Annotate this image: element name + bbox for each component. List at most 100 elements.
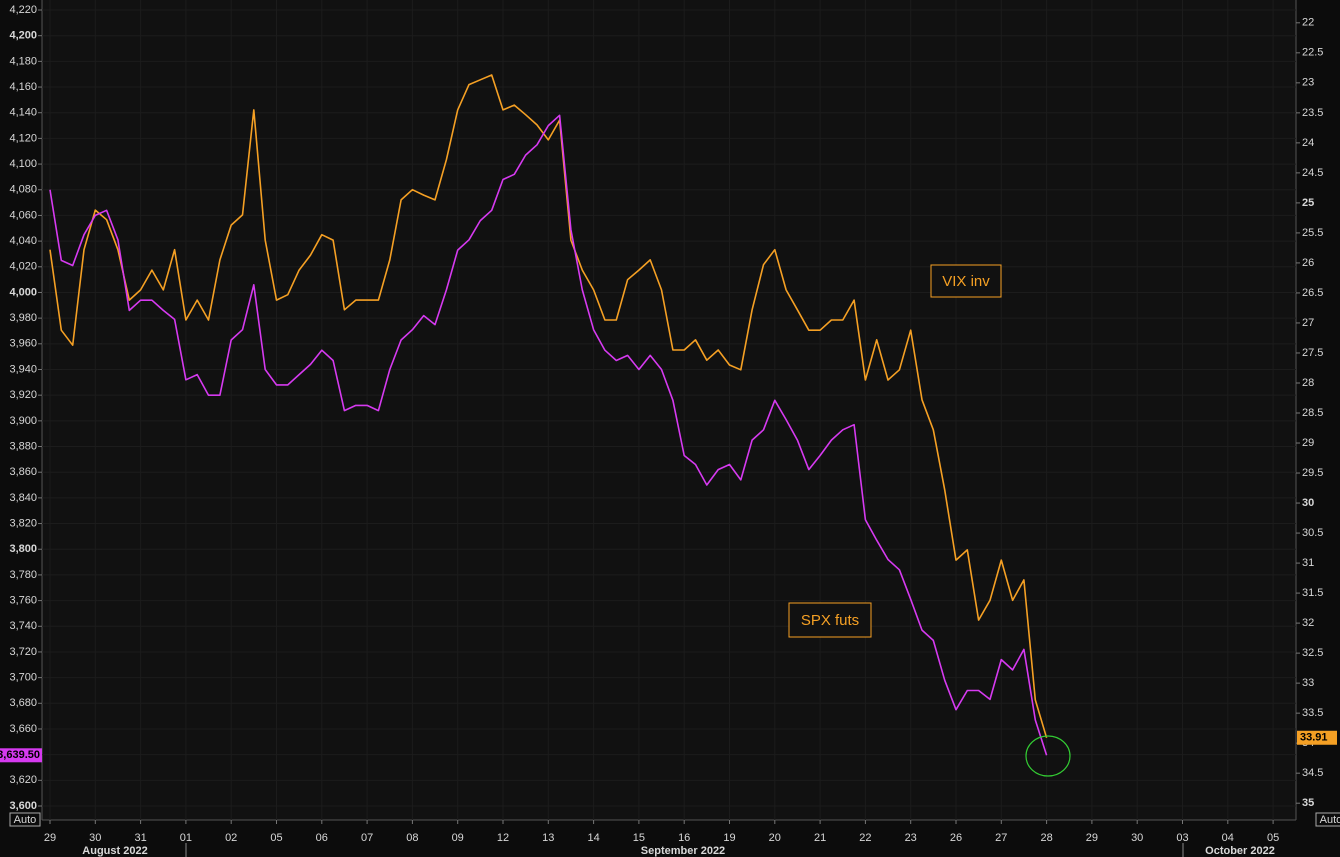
y2-tick-label: 28.5 — [1302, 407, 1323, 419]
month-label: October 2022 — [1205, 845, 1275, 857]
month-label: August 2022 — [82, 845, 147, 857]
x-tick-label: 08 — [406, 832, 418, 844]
y2-tick-label: 30 — [1302, 497, 1314, 509]
y2-tick-label: 25 — [1302, 197, 1314, 209]
x-tick-label: 16 — [678, 832, 690, 844]
plot-area — [42, 0, 1296, 820]
y-tick-label: 4,020 — [9, 261, 37, 273]
y-tick-label: 4,080 — [9, 184, 37, 196]
x-tick-label: 03 — [1176, 832, 1188, 844]
axis-mode-label: Auto — [1320, 814, 1340, 826]
y-tick-label: 4,140 — [9, 107, 37, 119]
y2-tick-label: 23.5 — [1302, 107, 1323, 119]
axis-mode-box — [9, 812, 41, 827]
x-tick-label: 01 — [180, 832, 192, 844]
x-tick-label: 22 — [859, 832, 871, 844]
x-tick-label: 02 — [225, 832, 237, 844]
y-tick-label: 3,760 — [9, 594, 37, 606]
y2-tick-label: 27 — [1302, 317, 1314, 329]
x-tick-label: 29 — [1086, 832, 1098, 844]
x-tick-label: 07 — [361, 832, 373, 844]
y-tick-label: 4,000 — [9, 286, 37, 298]
y-tick-label: 3,620 — [9, 774, 37, 786]
y-tick-label: 4,200 — [9, 30, 37, 42]
y-tick-label: 3,720 — [9, 646, 37, 658]
y-tick-label: 3,600 — [9, 800, 37, 812]
y2-tick-label: 28 — [1302, 377, 1314, 389]
y-tick-label: 3,840 — [9, 492, 37, 504]
series-line — [49, 114, 1048, 756]
y-tick-label: 3,960 — [9, 338, 37, 350]
y2-tick-label: 31 — [1302, 557, 1314, 569]
y-tick-label: 3,800 — [9, 543, 37, 555]
y-tick-label: 4,100 — [9, 158, 37, 170]
y2-tick-label: 31.5 — [1302, 587, 1323, 599]
x-tick-label: 12 — [497, 832, 509, 844]
y-tick-label: 3,680 — [9, 697, 37, 709]
x-tick-label: 06 — [316, 832, 328, 844]
last-value-tag — [0, 748, 42, 763]
last-value-label: 33.91 — [1300, 732, 1328, 744]
y-tick-label: 3,820 — [9, 517, 37, 529]
x-tick-label: 27 — [995, 832, 1007, 844]
x-tick-label: 29 — [44, 832, 56, 844]
y2-tick-label: 25.5 — [1302, 227, 1323, 239]
legend-box — [930, 264, 1002, 298]
legend-box — [788, 602, 872, 638]
y-tick-label: 3,920 — [9, 389, 37, 401]
y2-tick-label: 26 — [1302, 257, 1314, 269]
y-tick-label: 3,780 — [9, 569, 37, 581]
x-tick-label: 13 — [542, 832, 554, 844]
y2-tick-label: 34.5 — [1302, 767, 1323, 779]
last-value-label: 3,639.50 — [0, 749, 40, 761]
axis-mode-label: Auto — [14, 814, 37, 826]
y-tick-label: 4,180 — [9, 55, 37, 67]
y2-tick-label: 29.5 — [1302, 467, 1323, 479]
series-line — [49, 74, 1048, 739]
x-tick-label: 30 — [89, 832, 101, 844]
y2-tick-label: 32.5 — [1302, 647, 1323, 659]
y2-tick-label: 22.5 — [1302, 47, 1323, 59]
x-tick-label: 20 — [769, 832, 781, 844]
y2-tick-label: 22 — [1302, 17, 1314, 29]
y-tick-label: 3,860 — [9, 466, 37, 478]
y-tick-label: 4,040 — [9, 235, 37, 247]
x-tick-label: 23 — [905, 832, 917, 844]
y2-tick-label: 32 — [1302, 617, 1314, 629]
x-tick-label: 04 — [1222, 832, 1234, 844]
legend-label: VIX inv — [942, 273, 990, 290]
x-tick-label: 05 — [1267, 832, 1279, 844]
y-tick-label: 3,660 — [9, 723, 37, 735]
y-tick-label: 3,940 — [9, 363, 37, 375]
y-tick-label: 3,980 — [9, 312, 37, 324]
y2-tick-label: 24.5 — [1302, 167, 1323, 179]
y2-tick-label: 33 — [1302, 677, 1314, 689]
y2-tick-label: 33.5 — [1302, 707, 1323, 719]
y2-tick-label: 24 — [1302, 137, 1314, 149]
highlight-circle — [1025, 735, 1071, 777]
y-tick-label: 3,740 — [9, 620, 37, 632]
x-tick-label: 31 — [134, 832, 146, 844]
x-tick-label: 30 — [1131, 832, 1143, 844]
y2-tick-label: 29 — [1302, 437, 1314, 449]
x-tick-label: 09 — [452, 832, 464, 844]
y-tick-label: 3,700 — [9, 672, 37, 684]
y2-tick-label: 30.5 — [1302, 527, 1323, 539]
y-tick-label: 4,220 — [9, 4, 37, 16]
last-value-tag — [1297, 730, 1337, 745]
x-tick-label: 26 — [950, 832, 962, 844]
y-tick-label: 3,900 — [9, 415, 37, 427]
y2-tick-label: 35 — [1302, 797, 1314, 809]
y-tick-label: 4,120 — [9, 132, 37, 144]
x-tick-label: 14 — [587, 832, 599, 844]
axis-mode-box — [1315, 812, 1340, 827]
x-tick-label: 28 — [1040, 832, 1052, 844]
y2-tick-label: 23 — [1302, 77, 1314, 89]
month-label: September 2022 — [641, 845, 725, 857]
x-tick-label: 21 — [814, 832, 826, 844]
x-tick-label: 19 — [723, 832, 735, 844]
y2-tick-label: 26.5 — [1302, 287, 1323, 299]
x-tick-label: 05 — [270, 832, 282, 844]
y-tick-label: 3,880 — [9, 440, 37, 452]
